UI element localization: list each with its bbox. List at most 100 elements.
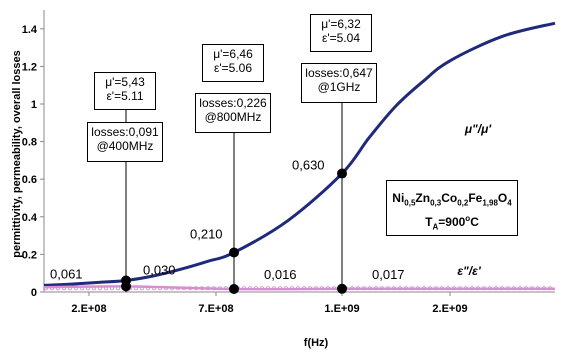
series-marker-eps (259, 286, 264, 291)
y-tick-label: 0.2 (22, 249, 37, 261)
annotation-box-1ghz-perm: μ'=6,32 ε'=5.04 (310, 14, 372, 52)
x-tick-label: 2.E+09 (432, 303, 467, 315)
series-marker-eps (44, 286, 49, 291)
series-marker-eps (139, 286, 144, 291)
series-marker-eps (493, 286, 498, 291)
data-label: 0,210 (190, 227, 223, 242)
series-marker-eps (80, 286, 85, 291)
data-label: 0,016 (264, 267, 297, 282)
series-marker-eps (301, 286, 306, 291)
highlight-point (337, 168, 347, 179)
series-label-eps: ε"/ε' (457, 264, 482, 278)
series-marker-eps (355, 286, 360, 291)
data-label: 0,017 (372, 267, 405, 282)
series-marker-eps (163, 286, 168, 291)
series-marker-eps (151, 286, 156, 291)
y-tick-label: 0.4 (22, 212, 38, 224)
series-marker-eps (542, 286, 547, 291)
series-marker-eps (116, 286, 121, 291)
series-marker-eps (536, 286, 541, 291)
series-marker-eps (277, 286, 282, 291)
series-marker-eps (265, 286, 270, 291)
axes: 0 0.2 0.4 0.6 0.8 1 1.2 1.4 2.E+08 7.E+08 1.E+09 2.… (22, 10, 555, 315)
highlight-point (229, 247, 239, 258)
series-marker-eps (361, 286, 366, 291)
series-marker-eps (379, 286, 384, 291)
series-marker-eps (499, 286, 504, 291)
series-marker-eps (451, 286, 456, 291)
y-tick-label: 1.2 (22, 61, 37, 73)
series-marker-eps (487, 286, 492, 291)
series-marker-eps (469, 286, 474, 291)
composition-temperature: TA=900oC (425, 214, 479, 232)
y-tick-label: 0.8 (22, 137, 37, 149)
series-marker-eps (505, 286, 510, 291)
y-tick-label: 0 (31, 287, 37, 299)
series-marker-eps (98, 286, 103, 291)
series-marker-eps (193, 286, 198, 291)
series-marker-eps (241, 286, 246, 291)
series-marker-eps (445, 286, 450, 291)
series-marker-eps (439, 286, 444, 291)
series-marker-eps (313, 286, 318, 291)
series-marker-eps (175, 286, 180, 291)
series-marker-eps (283, 286, 288, 291)
composition-box: Ni0,5Zn0,3Co0,2Fe1,98O4 TA=900oC (386, 180, 518, 236)
series-marker-eps (169, 286, 174, 291)
series-marker-eps (325, 286, 330, 291)
series-marker-eps (373, 286, 378, 291)
marker-lines (125, 103, 343, 292)
y-tick-label: 1 (31, 99, 37, 111)
series-marker-eps (199, 286, 204, 291)
data-label: 0,630 (292, 158, 325, 173)
data-label: 0,061 (50, 267, 83, 282)
series-marker-eps (68, 286, 73, 291)
series-marker-eps (331, 286, 336, 291)
series-marker-eps (187, 286, 192, 291)
series-marker-eps (512, 286, 517, 291)
series-marker-eps (74, 286, 79, 291)
series-marker-eps (110, 286, 115, 291)
series-marker-eps (481, 286, 486, 291)
series-marker-eps (271, 286, 276, 291)
series-marker-eps (217, 286, 222, 291)
series-marker-eps (92, 286, 97, 291)
series-marker-eps (205, 286, 210, 291)
series-marker-eps (86, 286, 91, 291)
series-marker-eps (457, 286, 462, 291)
data-labels: 0,061 0,030 0,210 0,016 0,630 0,017 (50, 158, 405, 282)
x-axis-title: f(Hz) (304, 337, 329, 349)
data-points (121, 168, 347, 294)
data-label: 0,030 (143, 262, 176, 277)
annotation-box-400mhz-perm: μ'=5,43 ε'=5.11 (94, 72, 156, 110)
series-marker-eps (157, 286, 162, 291)
annotation-box-800mhz-losses: losses:0,226 @800MHz (195, 93, 271, 133)
y-axis-title: permittivity, permeability, overall loss… (11, 50, 23, 257)
series-marker-eps (530, 286, 535, 291)
x-tick-label: 1.E+09 (324, 303, 359, 315)
composition-formula: Ni0,5Zn0,3Co0,2Fe1,98O4 (392, 191, 512, 208)
series-marker-eps (427, 286, 432, 291)
x-tick-label: 7.E+08 (198, 303, 233, 315)
series-marker-eps (463, 286, 468, 291)
series-marker-eps (56, 286, 61, 291)
series-marker-eps (421, 286, 426, 291)
highlight-point (229, 283, 239, 294)
series-marker-eps (367, 286, 372, 291)
series-marker-eps (181, 286, 186, 291)
highlight-point (121, 281, 131, 292)
y-tick-label: 1.4 (22, 24, 38, 36)
series-marker-eps (548, 286, 553, 291)
series-label-mu: μ"/μ' (464, 122, 492, 136)
series-marker-eps (289, 286, 294, 291)
annotation-box-800mhz-perm: μ'=6,46 ε'=5.06 (202, 44, 264, 82)
series-marker-eps (247, 286, 252, 291)
annotation-box-400mhz-losses: losses:0,091 @400MHz (87, 122, 163, 162)
series-marker-eps (295, 286, 300, 291)
series-marker-eps (415, 286, 420, 291)
series-marker-eps (253, 286, 258, 291)
series-marker-eps (391, 286, 396, 291)
series-marker-eps (518, 286, 523, 291)
series-marker-eps (409, 286, 414, 291)
